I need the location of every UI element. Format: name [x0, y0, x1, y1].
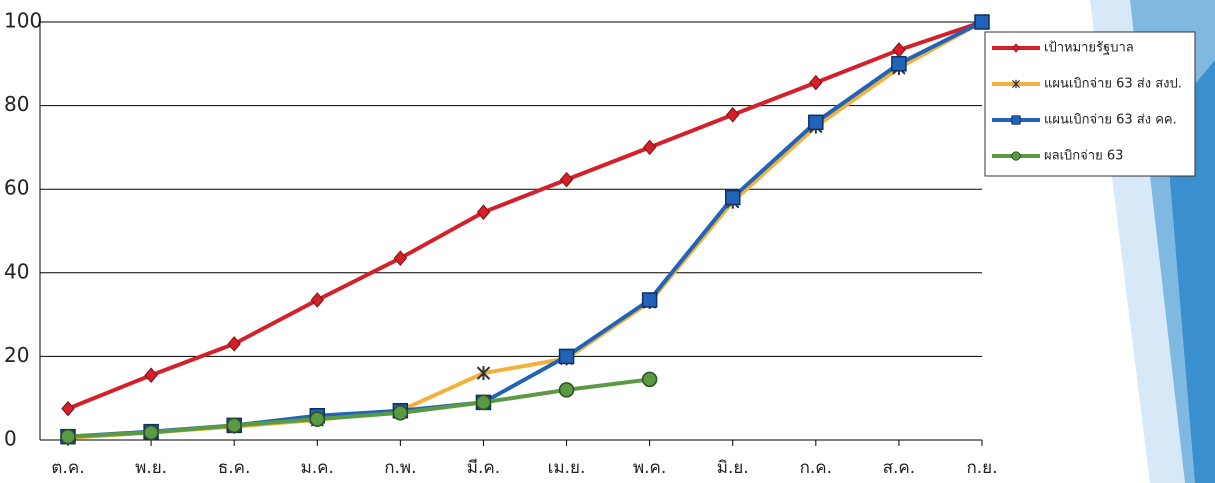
legend-box — [984, 31, 1196, 177]
marker — [392, 405, 409, 421]
x-tick-label: พ.ค. — [633, 458, 666, 478]
marker — [393, 250, 408, 266]
marker — [559, 171, 574, 188]
legend-label: ผลเบิกจ่าย 63 — [1044, 149, 1123, 164]
y-tick-label: 20 — [4, 343, 29, 367]
series-line — [67, 20, 983, 440]
x-tick-label: ส.ค. — [883, 458, 916, 478]
marker — [226, 417, 242, 434]
y-tick-label: 80 — [4, 92, 29, 116]
marker — [1011, 79, 1021, 89]
marker — [1011, 115, 1021, 125]
x-tick-label: พ.ย. — [135, 458, 167, 478]
marker — [974, 14, 990, 30]
marker — [1011, 151, 1021, 161]
marker — [61, 400, 75, 417]
series-line — [67, 377, 650, 439]
marker — [1012, 43, 1020, 53]
marker — [726, 107, 740, 123]
y-tick-label: 40 — [4, 259, 29, 283]
series-line — [67, 20, 983, 411]
x-tick-label: เม.ย. — [548, 458, 586, 478]
marker — [227, 336, 241, 352]
x-tick-label: ก.พ. — [384, 458, 416, 478]
marker — [891, 56, 907, 72]
x-tick-label: ก.ค. — [800, 458, 832, 478]
marker — [143, 424, 159, 441]
marker — [558, 348, 575, 365]
x-tick-label: ต.ค. — [51, 458, 84, 478]
marker — [558, 382, 575, 398]
y-tick-label: 60 — [4, 176, 29, 200]
x-tick-label: ธ.ค. — [218, 458, 251, 478]
marker — [309, 411, 326, 427]
x-tick-label: ม.ค. — [301, 458, 334, 478]
series-line — [67, 20, 983, 439]
marker — [641, 371, 658, 388]
marker — [724, 189, 741, 206]
y-tick-label: 100 — [4, 9, 42, 33]
x-tick-label: ก.ย. — [966, 458, 997, 478]
legend-label: เป้าหมายรัฐบาล — [1044, 41, 1134, 56]
legend-label: แผนเบิกจ่าย 63 ส่ง คค. — [1044, 113, 1177, 128]
marker — [475, 394, 492, 411]
legend-label: แผนเบิกจ่าย 63 ส่ง สงป. — [1044, 77, 1182, 92]
marker — [892, 42, 906, 58]
x-tick-label: มิ.ย. — [717, 458, 749, 478]
marker — [809, 74, 823, 91]
marker — [476, 204, 491, 220]
marker — [144, 367, 158, 383]
marker — [310, 292, 324, 308]
marker — [641, 292, 658, 308]
marker — [60, 428, 76, 445]
x-tick-label: มี.ค. — [467, 458, 500, 478]
marker — [808, 114, 824, 131]
marker — [642, 139, 657, 156]
marker — [476, 366, 491, 381]
y-tick-label: 0 — [4, 427, 17, 451]
